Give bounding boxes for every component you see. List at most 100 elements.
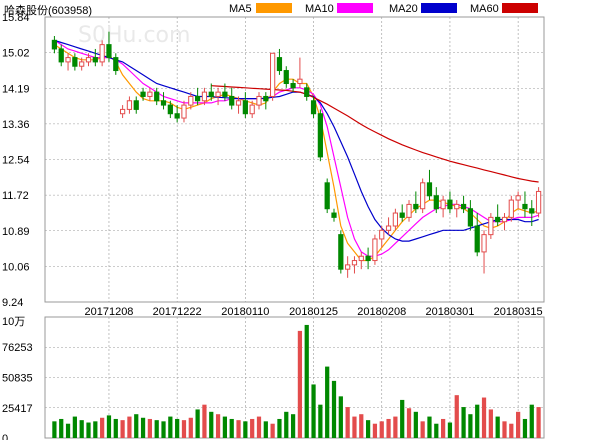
volume-bar [154, 420, 159, 438]
legend-swatch-ma5 [256, 3, 292, 13]
volume-bar [290, 414, 296, 438]
volume-bar [529, 404, 534, 438]
candle-body [379, 229, 385, 240]
candle-body [283, 70, 289, 85]
legend-label-ma20: MA20 [389, 3, 418, 15]
candle-body [447, 199, 453, 210]
date-tick-label: 20180125 [289, 306, 338, 318]
candle [174, 105, 180, 123]
volume-bar [100, 417, 105, 438]
candle [256, 92, 262, 110]
candle-body [270, 52, 276, 97]
volume-bar [427, 416, 432, 438]
candle [167, 100, 173, 119]
candle [515, 191, 521, 209]
candle-body [365, 255, 371, 262]
candle [297, 57, 303, 88]
price-tick-label: 10.06 [2, 261, 30, 273]
candle [488, 213, 494, 239]
price-axis: 15.84 15.02 14.19 13.36 12.54 11.72 10.89 10.06… [2, 12, 30, 309]
price-tick-label: 13.36 [2, 119, 30, 131]
volume-bar [522, 418, 528, 438]
candle-body [229, 95, 235, 106]
candle [242, 92, 248, 119]
price-tick-label: 9.24 [2, 297, 23, 309]
candle-body [508, 199, 514, 218]
volume-bar [516, 411, 521, 438]
candle-body [406, 203, 412, 218]
candle [481, 230, 487, 274]
price-tick-label: 14.19 [2, 83, 30, 95]
volume-bar [379, 421, 384, 438]
candle-body [317, 113, 323, 158]
volume-bar [434, 423, 439, 438]
candle [304, 83, 310, 101]
candle-body [79, 61, 85, 67]
date-tick-label: 20171208 [84, 306, 133, 318]
candle [392, 208, 398, 231]
candle [345, 256, 351, 278]
candle-body [331, 212, 337, 218]
candle [508, 195, 514, 222]
volume-bar [475, 404, 480, 438]
candle [433, 187, 439, 214]
volume-bar [325, 366, 330, 438]
volume-bar [386, 418, 391, 438]
candle-body [242, 100, 248, 115]
candle-body [106, 44, 112, 59]
volume-tick-label: 50835 [2, 373, 33, 385]
volume-bar [236, 420, 241, 438]
candle-body [392, 212, 398, 227]
candle-body [133, 100, 139, 110]
volume-bar [502, 421, 507, 438]
date-tick-label: 20180110 [221, 306, 269, 318]
volume-bar [488, 409, 493, 438]
volume-bar [168, 416, 173, 438]
volume-bars [52, 324, 541, 438]
volume-bar [202, 404, 207, 438]
candle-body [474, 225, 480, 253]
volume-bar [120, 420, 125, 438]
volume-bar [106, 415, 112, 438]
price-tick-label: 15.02 [2, 48, 30, 60]
candle-body [304, 87, 310, 97]
watermark: S0Hu.com [78, 23, 190, 48]
volume-bar [270, 423, 275, 438]
candle [522, 191, 528, 218]
volume-bar [215, 414, 221, 438]
candle-body [154, 91, 160, 102]
volume-tick-label: 0 [2, 433, 8, 440]
candle [263, 92, 269, 110]
candle-body [113, 57, 119, 72]
volume-bar [447, 422, 453, 438]
candle-body [147, 91, 153, 97]
volume-bar [481, 397, 487, 438]
candle [208, 83, 214, 101]
candle [229, 87, 235, 110]
volume-bar [181, 420, 187, 438]
candle [474, 213, 480, 257]
volume-bar [420, 421, 425, 438]
candle [270, 52, 276, 101]
candle [99, 40, 105, 67]
volume-bar [127, 416, 132, 438]
candle [385, 217, 392, 235]
volume-bar [147, 418, 152, 438]
price-grid [45, 16, 544, 303]
candle [133, 96, 139, 114]
candle [338, 230, 344, 274]
candle [249, 100, 255, 119]
candle-body [351, 260, 358, 266]
candle-body [385, 225, 392, 231]
candle [188, 92, 194, 110]
candle-body [529, 208, 535, 214]
candle [222, 83, 228, 101]
candle-body [310, 100, 317, 115]
price-tick-label: 11.72 [2, 190, 29, 202]
legend-label-ma5: MA5 [229, 3, 252, 15]
candle-body [345, 264, 351, 270]
candle [160, 92, 167, 110]
candle [331, 208, 337, 222]
candle-body [181, 104, 187, 119]
candle-body [426, 182, 433, 197]
